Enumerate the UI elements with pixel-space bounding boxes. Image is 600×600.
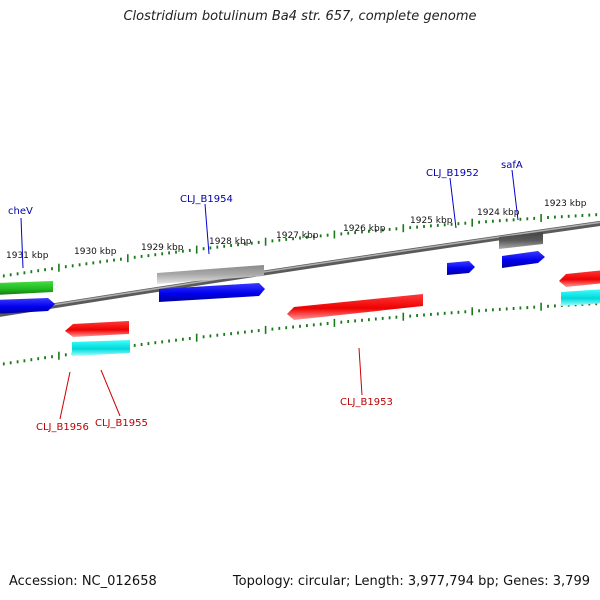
genome-title: Clostridium botulinum Ba4 str. 657, comp… xyxy=(123,9,477,24)
gene-clj-b1955[interactable] xyxy=(72,340,130,356)
leader-line-safa xyxy=(511,169,519,221)
tick-label-1926: 1926 kbp xyxy=(343,224,386,234)
label-clj-b1953[interactable]: CLJ_B1953 xyxy=(340,397,393,408)
label-clj-b1952[interactable]: CLJ_B1952 xyxy=(426,168,479,179)
tick-label-1925: 1925 kbp xyxy=(410,216,453,226)
genome-backbone-highlight xyxy=(0,221,600,315)
label-clj-b1956[interactable]: CLJ_B1956 xyxy=(36,422,89,433)
tick-label-1928: 1928 kbp xyxy=(209,237,252,247)
gene-forward-blue-2[interactable] xyxy=(159,283,265,302)
gene-clj-b1954[interactable] xyxy=(157,265,264,284)
label-clj-b1955[interactable]: CLJ_B1955 xyxy=(95,418,148,429)
gene-reverse-cyan-edge[interactable] xyxy=(561,289,600,306)
gene-clj-b1956[interactable] xyxy=(65,321,129,337)
tick-label-1930: 1930 kbp xyxy=(74,247,117,257)
gene-safa[interactable] xyxy=(499,232,543,249)
leader-line-clj-b1953 xyxy=(358,347,363,396)
tick-label-1931: 1931 kbp xyxy=(6,251,49,261)
leader-line-clj-b1955 xyxy=(100,369,121,417)
gene-clj-b1953[interactable] xyxy=(287,294,423,320)
tick-label-1924: 1924 kbp xyxy=(477,208,520,218)
label-safa[interactable]: safA xyxy=(501,160,523,171)
leader-line-clj-b1954 xyxy=(204,203,210,255)
gene-forward-blue-1[interactable] xyxy=(0,298,55,314)
gene-chev[interactable] xyxy=(0,281,53,295)
tick-label-1923: 1923 kbp xyxy=(544,199,587,209)
leader-line-clj-b1956 xyxy=(59,371,71,420)
label-chev[interactable]: cheV xyxy=(8,206,33,217)
genome-summary-text: Topology: circular; Length: 3,977,794 bp… xyxy=(232,574,590,589)
tick-label-1927: 1927 kbp xyxy=(276,231,319,241)
gene-clj-b1952[interactable] xyxy=(447,261,475,275)
label-clj-b1954[interactable]: CLJ_B1954 xyxy=(180,194,233,205)
gene-reverse-red-edge[interactable] xyxy=(559,270,600,287)
gene-forward-blue-3[interactable] xyxy=(502,251,545,268)
tick-label-1929: 1929 kbp xyxy=(141,243,184,253)
accession-text: Accession: NC_012658 xyxy=(9,574,157,589)
upper-tick-track xyxy=(2,213,598,278)
leader-line-clj-b1952 xyxy=(449,177,457,229)
leader-line-chev xyxy=(20,217,24,269)
